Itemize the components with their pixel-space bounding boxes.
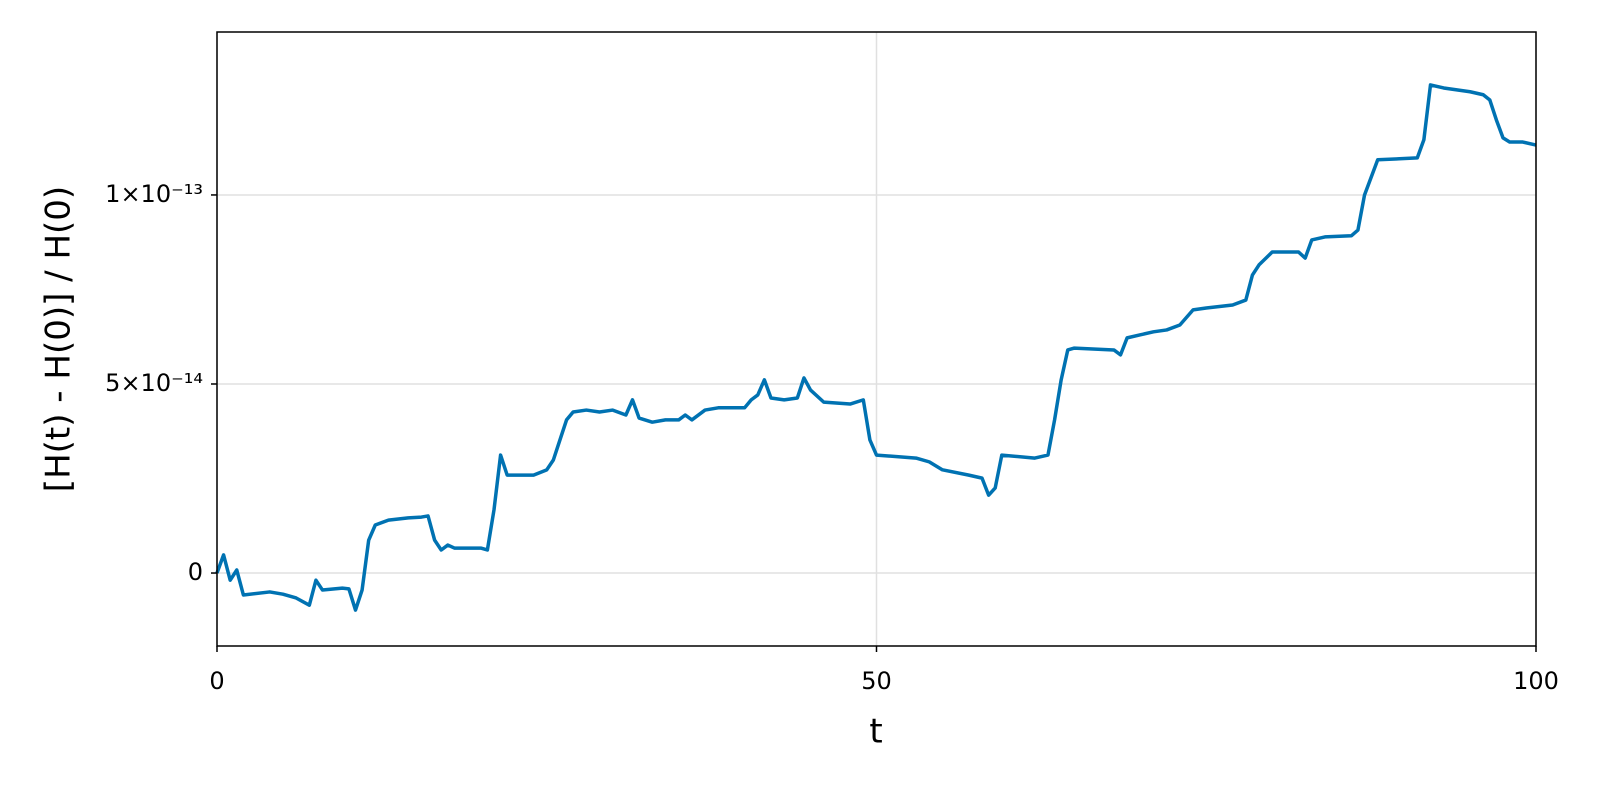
plot-area (215, 83, 1537, 612)
x-tick-label: 50 (861, 667, 892, 695)
y-tick-label: 1×10⁻¹³ (105, 180, 203, 208)
data-line (215, 83, 1537, 612)
x-tick-label: 100 (1513, 667, 1559, 695)
x-axis-label: t (869, 712, 882, 752)
x-tick-label: 0 (209, 667, 224, 695)
y-axis-label: [H(t) - H(0)] / H(0) (39, 186, 79, 492)
y-tick-label: 0 (188, 558, 203, 586)
y-tick-label: 5×10⁻¹⁴ (105, 369, 203, 397)
